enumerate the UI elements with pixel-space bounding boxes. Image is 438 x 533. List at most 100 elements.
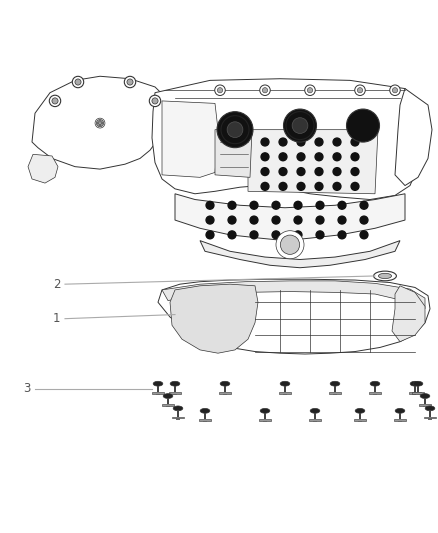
Ellipse shape (260, 408, 270, 413)
Polygon shape (392, 286, 425, 342)
Circle shape (351, 153, 359, 161)
Circle shape (280, 235, 300, 254)
Ellipse shape (163, 394, 173, 399)
Circle shape (250, 201, 258, 209)
Circle shape (72, 76, 84, 88)
Ellipse shape (355, 408, 365, 413)
Bar (374, 386, 376, 392)
Circle shape (351, 168, 359, 175)
Circle shape (206, 231, 214, 239)
Bar (424, 399, 426, 404)
Bar (177, 411, 179, 416)
Ellipse shape (220, 381, 230, 386)
Circle shape (96, 119, 104, 127)
Circle shape (316, 216, 324, 224)
Bar (313, 421, 317, 422)
Ellipse shape (153, 381, 163, 386)
Ellipse shape (378, 273, 392, 279)
Ellipse shape (173, 406, 183, 411)
Ellipse shape (410, 381, 420, 386)
Polygon shape (175, 194, 405, 240)
Bar (359, 413, 361, 419)
Ellipse shape (170, 381, 180, 386)
Circle shape (217, 112, 253, 148)
Circle shape (95, 118, 105, 128)
Polygon shape (28, 155, 58, 183)
Circle shape (124, 76, 136, 88)
Ellipse shape (420, 394, 430, 399)
Circle shape (215, 85, 225, 95)
Ellipse shape (200, 408, 210, 413)
Circle shape (305, 85, 315, 95)
Circle shape (316, 201, 324, 209)
Bar (176, 418, 180, 420)
Bar (170, 392, 181, 394)
Bar (166, 406, 170, 407)
Bar (162, 404, 174, 406)
Bar (333, 393, 337, 395)
Polygon shape (158, 279, 430, 354)
Bar (416, 393, 420, 395)
Circle shape (206, 201, 214, 209)
Circle shape (333, 138, 341, 146)
Circle shape (355, 85, 365, 95)
Circle shape (351, 138, 359, 146)
Circle shape (99, 122, 102, 125)
Polygon shape (152, 79, 422, 199)
Circle shape (261, 153, 269, 161)
Bar (429, 411, 431, 416)
Ellipse shape (395, 408, 405, 413)
Circle shape (52, 98, 58, 104)
Circle shape (333, 168, 341, 175)
Ellipse shape (374, 271, 396, 281)
Bar (264, 413, 266, 419)
Circle shape (49, 95, 61, 107)
Bar (309, 419, 321, 421)
Circle shape (294, 201, 302, 209)
Circle shape (98, 120, 102, 126)
Bar (223, 393, 227, 395)
Circle shape (75, 79, 81, 85)
Bar (412, 392, 424, 394)
Bar (263, 421, 267, 422)
Circle shape (315, 153, 323, 161)
Circle shape (294, 216, 302, 224)
Circle shape (338, 216, 346, 224)
Bar (219, 392, 231, 394)
Circle shape (315, 182, 323, 190)
Polygon shape (32, 76, 168, 169)
Circle shape (338, 231, 346, 239)
Bar (428, 418, 432, 420)
Bar (414, 386, 416, 392)
Circle shape (261, 168, 269, 175)
Bar (334, 386, 336, 392)
Circle shape (351, 182, 359, 190)
Polygon shape (248, 130, 378, 194)
Circle shape (279, 168, 287, 175)
Circle shape (279, 153, 287, 161)
Circle shape (315, 138, 323, 146)
Polygon shape (215, 130, 252, 177)
Ellipse shape (370, 381, 380, 386)
Circle shape (272, 231, 280, 239)
Circle shape (316, 231, 324, 239)
Bar (167, 399, 169, 404)
Circle shape (315, 168, 323, 175)
Bar (284, 386, 286, 392)
Circle shape (390, 85, 400, 95)
Polygon shape (162, 281, 425, 309)
Bar (394, 419, 406, 421)
Circle shape (294, 231, 302, 239)
Circle shape (221, 116, 249, 144)
Circle shape (228, 231, 236, 239)
Text: 2: 2 (53, 278, 60, 290)
Circle shape (262, 87, 268, 93)
Bar (424, 416, 436, 418)
Bar (423, 406, 427, 407)
Circle shape (346, 109, 379, 142)
Bar (173, 393, 177, 395)
Text: 3: 3 (23, 382, 31, 395)
Circle shape (283, 109, 317, 142)
Circle shape (357, 87, 363, 93)
Circle shape (206, 216, 214, 224)
